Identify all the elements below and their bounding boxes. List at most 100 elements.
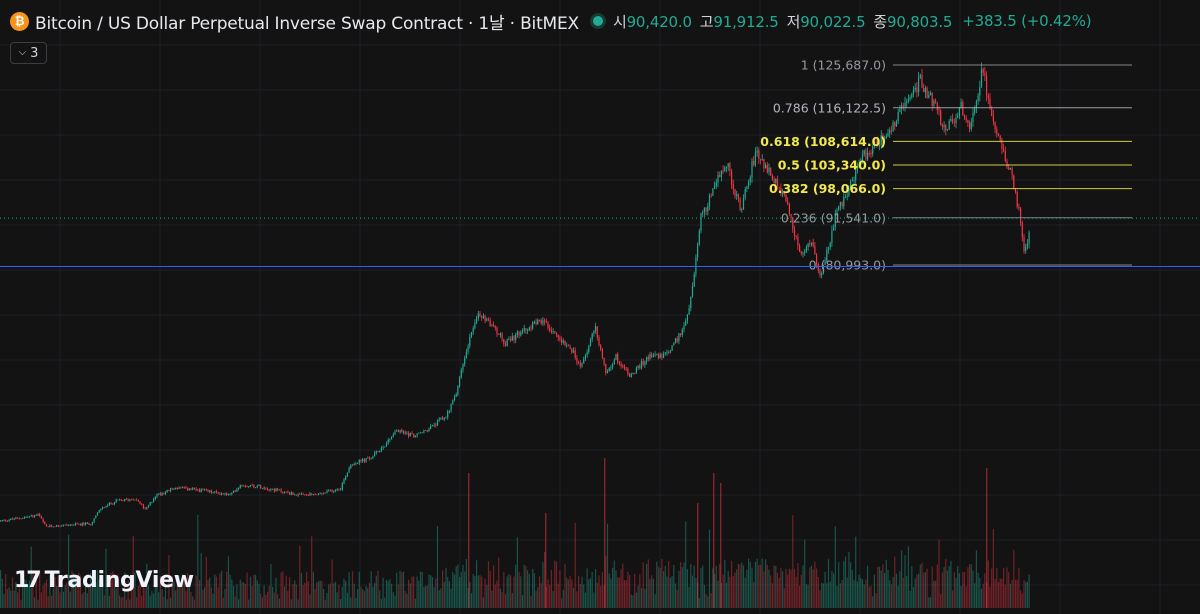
volume-bar [970,564,972,608]
candle-body [108,502,110,505]
volume-bar [394,595,396,608]
candle-body [329,490,331,492]
candle-body [646,356,648,362]
candle-body [953,122,955,124]
indicators-toggle-button[interactable]: ⌵ 3 [10,42,47,64]
candle-body [221,493,223,495]
candle-body [535,322,537,325]
volume-bar [1020,590,1022,608]
candle-body [180,487,182,489]
volume-bar [496,580,498,608]
candle-body [690,296,692,309]
candle-body [326,490,328,493]
candle-body [651,354,653,358]
symbol-title[interactable]: Bitcoin / US Dollar Perpetual Inverse Sw… [35,13,579,34]
volume-bar [249,576,252,608]
volume-bar [724,559,726,608]
candle-body [357,463,359,464]
candle-body [683,325,685,330]
volume-bar [489,570,491,608]
candle-body [416,433,418,436]
fib-level-label: 0.5 (103,340.0) [778,158,886,173]
candle-body [984,72,986,76]
volume-bar [868,586,870,608]
volume-bar [261,597,263,608]
candle-body [425,430,427,432]
volume-bar [503,571,505,608]
volume-bar [93,586,95,608]
candle-body [901,105,903,109]
candle-body [955,117,957,124]
volume-bar [479,574,481,608]
candle-body [844,196,847,198]
candle-body [379,451,381,453]
volume-bar [333,583,335,608]
candle-body [851,180,853,182]
volume-bar [484,578,486,608]
volume-bar [34,597,36,608]
candle-body [530,327,532,329]
candle-body [596,326,598,338]
candle-body [270,489,272,491]
volume-bar [598,575,600,608]
candle-body [885,136,887,138]
volume-bar [168,555,170,608]
candle-body [465,351,467,359]
candle-body [365,458,367,462]
volume-bar [62,591,65,608]
candle-body [32,515,34,517]
fibonacci-retracement[interactable]: 1 (125,687.0) 0.786 (116,122.5) 0.618 (108… [760,58,1132,273]
volume-bar [729,576,731,608]
candle-body [1028,232,1030,244]
candle-body [81,522,83,526]
volume-bar [493,565,495,608]
volume-bar [380,599,382,608]
volume-bar [795,576,797,608]
volume-bar [669,577,671,608]
volume-bar [156,577,158,608]
close-value: 90,803.5 [887,12,953,31]
volume-bar [817,577,819,608]
volume-bar [567,579,569,608]
volume-bar [906,575,908,608]
candle-body [187,487,189,491]
volume-bar [459,577,461,608]
volume-bar [895,573,898,608]
candle-body [11,518,14,520]
volume-bar [18,587,20,608]
volume-bar [953,572,955,608]
volume-bar [40,592,42,608]
volume-bar [761,558,763,608]
candle-body [462,364,464,371]
candle-body [957,116,959,118]
volume-bar [700,568,702,608]
candle-body [144,508,146,509]
candle-body [858,164,860,167]
candle-body [304,494,306,496]
volume-bar [911,565,913,608]
candle-body [127,499,129,501]
candle-body [938,109,940,111]
candle-body [550,330,552,333]
volume-bar [523,564,525,608]
candle-body [778,186,780,188]
candle-body [78,524,80,525]
volume-bar [1009,583,1011,608]
volume-bar [511,592,513,608]
volume-bar [596,582,598,608]
volume-bar [600,585,602,608]
candle-body [656,354,658,355]
candle-body [958,107,960,117]
candle-body [909,97,911,100]
candle-body [232,490,235,494]
candle-body [746,186,748,190]
candle-body [545,321,547,323]
volume-bar [331,559,333,608]
candle-body [294,494,296,496]
volume-bar [912,587,915,608]
volume-bar [873,574,875,608]
candle-body [929,92,932,96]
candle-body [64,524,66,526]
volume-bar [805,584,807,608]
